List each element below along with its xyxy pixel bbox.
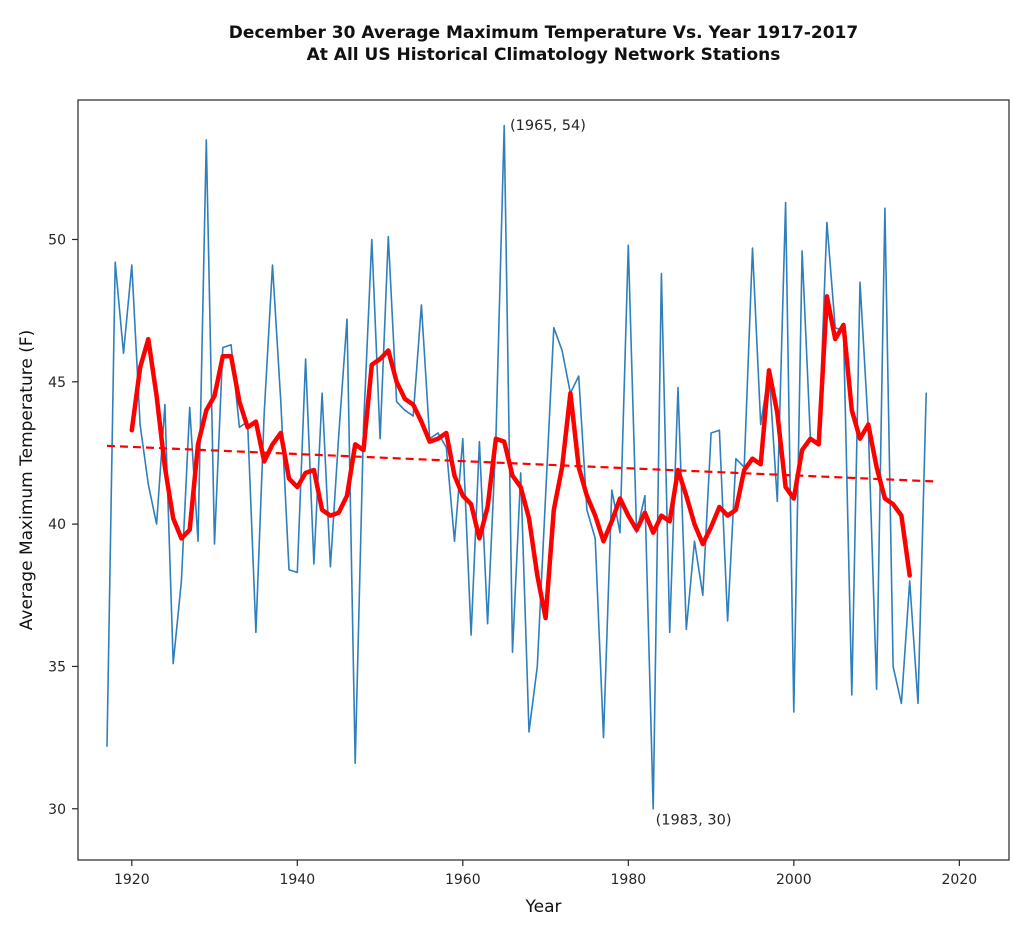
y-tick-label: 50: [48, 232, 66, 248]
y-tick-label: 45: [48, 375, 66, 391]
y-axis-label: Average Maximum Temperature (F): [17, 330, 37, 631]
x-tick-label: 1960: [445, 872, 481, 888]
x-tick-label: 2000: [776, 872, 812, 888]
y-tick-label: 35: [48, 659, 66, 675]
x-tick-label: 1940: [279, 872, 315, 888]
x-tick-label: 1920: [114, 872, 150, 888]
y-tick-label: 40: [48, 517, 66, 533]
smoothed-series-line: [129, 294, 912, 621]
x-tick-label: 2020: [942, 872, 978, 888]
x-axis-label: Year: [525, 897, 562, 917]
annotation-label-0: (1965, 54): [510, 118, 586, 134]
plot-border: [77, 99, 1010, 861]
chart-title-line1: December 30 Average Maximum Temperature …: [228, 23, 859, 43]
annotation-label-1: (1983, 30): [656, 812, 732, 828]
y-tick-label: 30: [48, 802, 66, 818]
x-tick-label: 1980: [611, 872, 647, 888]
chart-title-block: December 30 Average Maximum Temperature …: [78, 22, 1009, 66]
chart-title-line2: At All US Historical Climatology Network…: [306, 45, 781, 65]
annual-series-line: [106, 124, 928, 810]
